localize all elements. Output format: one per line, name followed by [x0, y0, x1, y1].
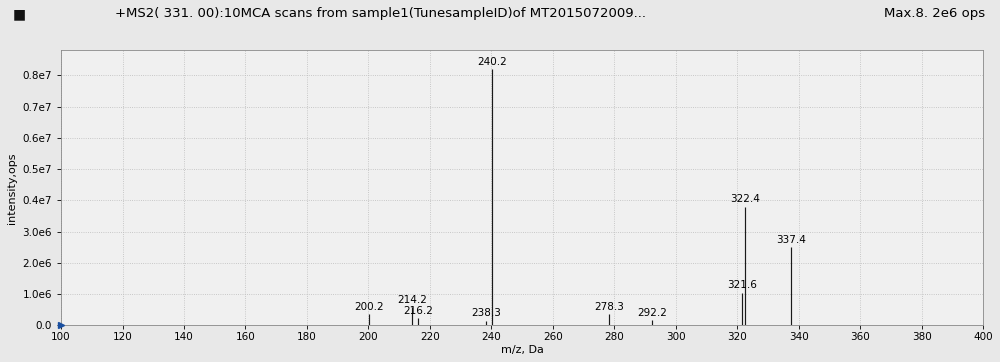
- Text: 337.4: 337.4: [776, 235, 806, 245]
- Text: 216.2: 216.2: [403, 306, 433, 316]
- Text: 321.6: 321.6: [727, 280, 757, 290]
- Text: 292.2: 292.2: [637, 308, 667, 318]
- Text: 214.2: 214.2: [397, 295, 427, 305]
- Y-axis label: intensity,ops: intensity,ops: [7, 152, 17, 224]
- Text: ■: ■: [13, 7, 26, 21]
- Text: Max.8. 2e6 ops: Max.8. 2e6 ops: [884, 7, 985, 20]
- Text: +MS2( 331. 00):10MCA scans from sample1(TunesampleID)of MT2015072009...: +MS2( 331. 00):10MCA scans from sample1(…: [115, 7, 646, 20]
- X-axis label: m/z, Da: m/z, Da: [501, 345, 544, 355]
- Text: 240.2: 240.2: [477, 56, 507, 67]
- Text: 200.2: 200.2: [354, 302, 384, 312]
- Text: 238.3: 238.3: [471, 308, 501, 319]
- Text: 322.4: 322.4: [730, 194, 760, 204]
- Text: 278.3: 278.3: [594, 302, 624, 312]
